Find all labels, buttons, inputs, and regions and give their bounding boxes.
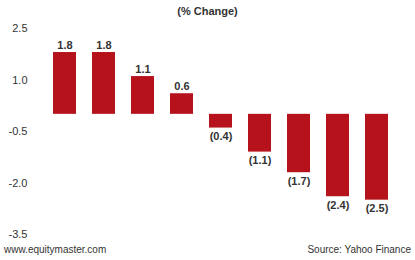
svg-text:-3.5: -3.5 — [9, 228, 28, 240]
svg-text:(2.4): (2.4) — [327, 199, 350, 211]
svg-text:1.0: 1.0 — [12, 74, 27, 86]
html-text:Source: Yahoo Finance: Source: Yahoo Finance — [307, 244, 411, 255]
svg-text:-0.5: -0.5 — [9, 125, 28, 137]
svg-text:-2.0: -2.0 — [9, 177, 28, 189]
svg-text:1.8: 1.8 — [57, 39, 72, 51]
svg-text:1.8: 1.8 — [96, 39, 111, 51]
svg-text:1.1: 1.1 — [135, 63, 150, 75]
svg-text:2.5: 2.5 — [12, 22, 27, 34]
svg-text:(2.5): (2.5) — [366, 202, 389, 214]
html-text:www.equitymaster.com: www.equitymaster.com — [4, 244, 107, 255]
svg-text:(1.1): (1.1) — [249, 154, 272, 166]
svg-text:0.6: 0.6 — [174, 80, 189, 92]
svg-text:(1.7): (1.7) — [288, 175, 311, 187]
svg-text:(0.4): (0.4) — [210, 130, 233, 142]
html-text:(% Change): (% Change) — [177, 5, 238, 17]
